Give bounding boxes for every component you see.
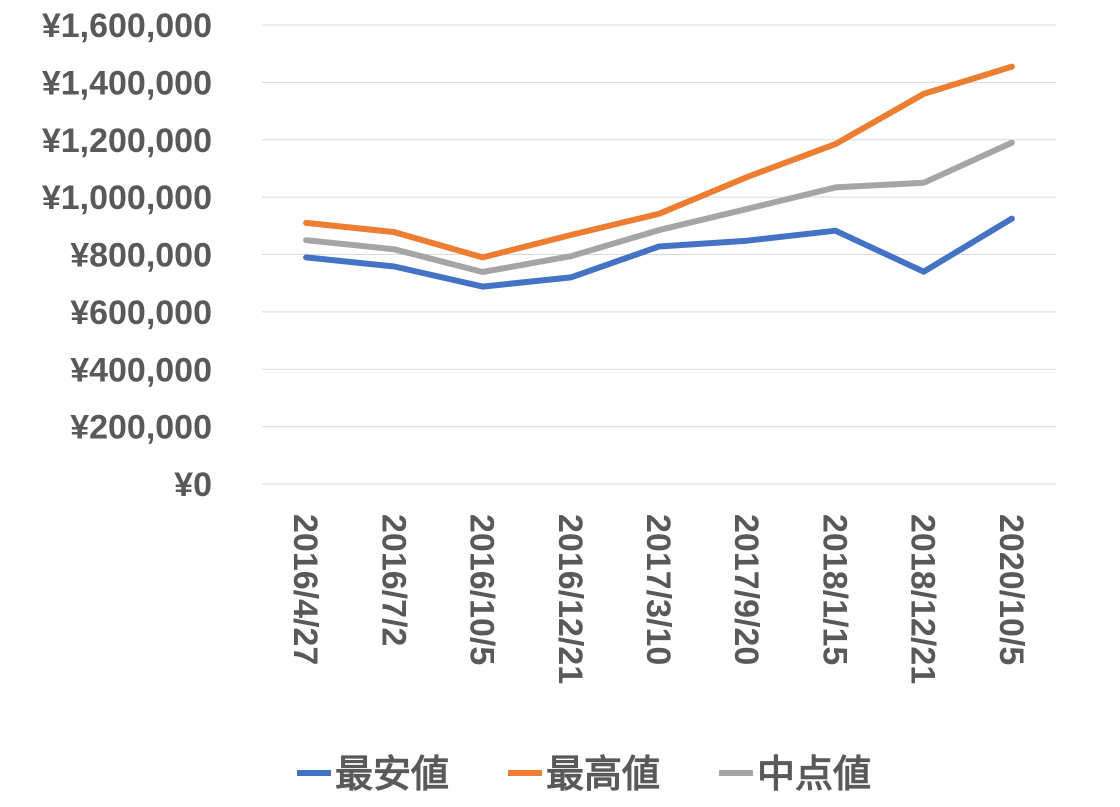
y-tick-label: ¥1,400,000 bbox=[42, 64, 212, 102]
legend-label: 中点値 bbox=[757, 752, 871, 796]
series-lines bbox=[303, 63, 1015, 290]
y-tick-label: ¥200,000 bbox=[70, 409, 212, 447]
x-tick-label: 2018/12/21 bbox=[904, 514, 942, 684]
legend-label: 最安値 bbox=[335, 752, 449, 796]
legend-label: 最高値 bbox=[546, 752, 660, 796]
y-axis-tick-labels: ¥0 ¥200,000 ¥400,000 ¥600,000 ¥800,000 ¥1,000… bbox=[42, 7, 212, 504]
x-tick-label: 2016/4/27 bbox=[286, 514, 324, 665]
y-tick-label: ¥400,000 bbox=[70, 351, 212, 389]
y-tick-label: ¥1,200,000 bbox=[42, 122, 212, 160]
x-axis-tick-labels: 2016/4/27 2016/7/2 2016/10/5 2016/12/21 2017… bbox=[286, 514, 1030, 684]
series-line-1 bbox=[303, 215, 1015, 290]
y-tick-label: ¥0 bbox=[174, 466, 212, 504]
y-tick-label: ¥1,600,000 bbox=[42, 7, 212, 45]
x-tick-label: 2020/10/5 bbox=[992, 514, 1030, 665]
x-tick-label: 2016/7/2 bbox=[374, 514, 412, 646]
x-tick-label: 2016/10/5 bbox=[463, 514, 501, 665]
series-line-2 bbox=[303, 63, 1015, 261]
x-tick-label: 2017/3/10 bbox=[639, 514, 677, 665]
x-tick-label: 2018/1/15 bbox=[815, 514, 853, 665]
x-tick-label: 2017/9/20 bbox=[727, 514, 765, 665]
y-tick-label: ¥600,000 bbox=[70, 294, 212, 332]
gridlines bbox=[262, 24, 1056, 485]
y-tick-label: ¥800,000 bbox=[70, 237, 212, 275]
legend: 最安値 最高値 中点値 bbox=[297, 752, 871, 796]
x-tick-label: 2016/12/21 bbox=[551, 514, 589, 684]
y-tick-label: ¥1,000,000 bbox=[42, 179, 212, 217]
series-line-3 bbox=[303, 139, 1015, 275]
